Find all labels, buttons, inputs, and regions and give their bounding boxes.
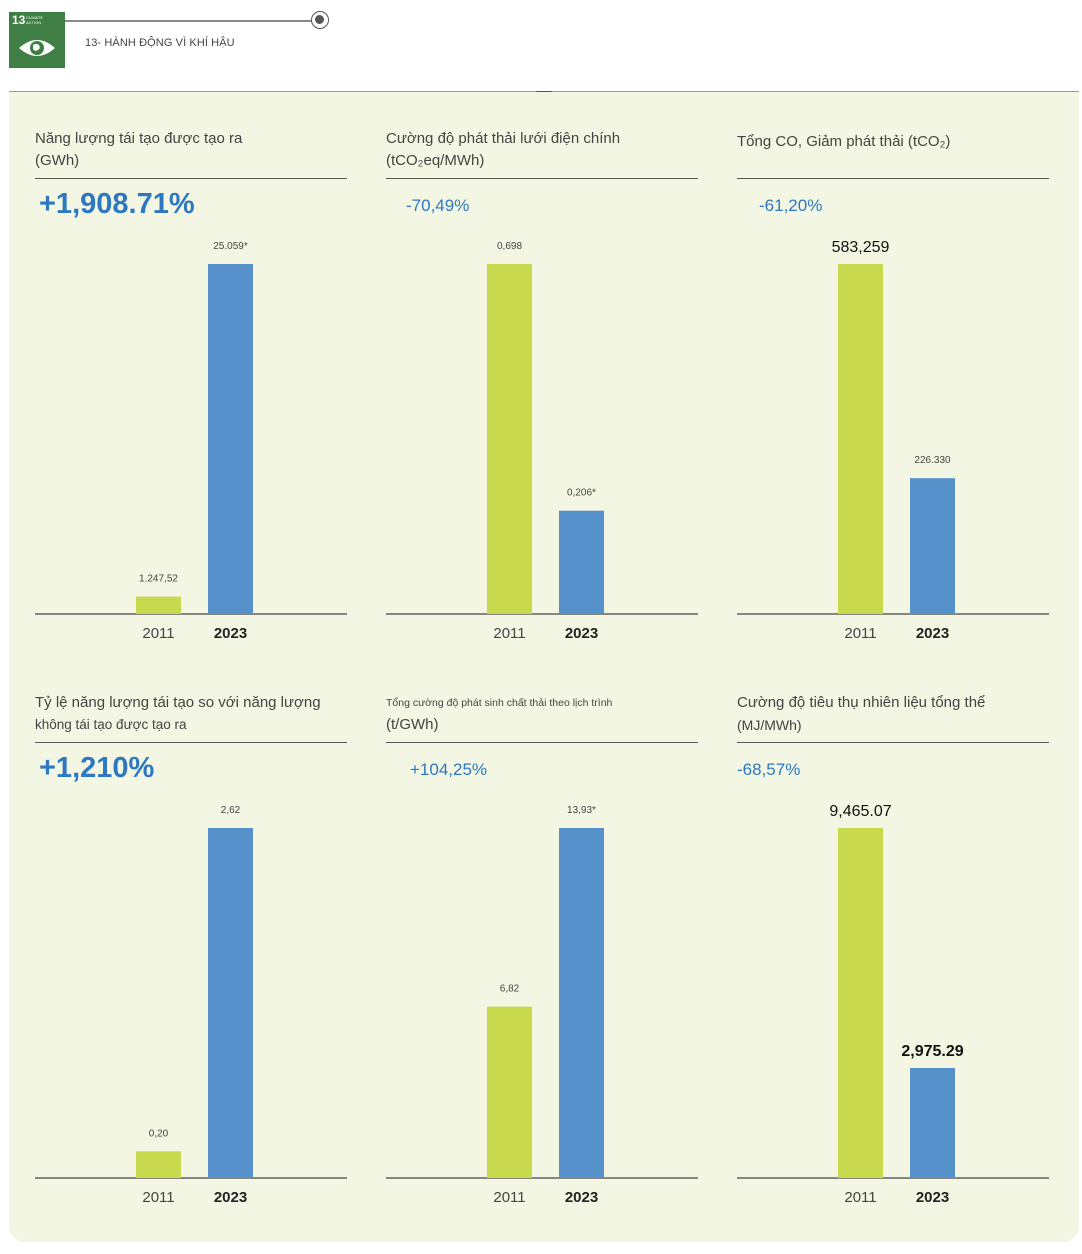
change-percent: -70,49% <box>406 196 470 215</box>
change-percent: -68,57% <box>737 760 801 779</box>
bar-value-label: 2,62 <box>221 805 241 816</box>
x-tick-label: 2023 <box>565 1189 598 1206</box>
title-rule <box>737 178 1049 179</box>
change-percent: +104,25% <box>410 760 488 779</box>
card-title: Tổng cường độ phát sinh chất thải theo l… <box>386 692 700 736</box>
card-total-co: Tổng CO, Giảm phát thải (tCO₂) -61,20% 5… <box>737 128 1051 658</box>
title-rule <box>35 742 347 743</box>
sdg-number: 13 <box>12 13 26 27</box>
bar-value-label: 9,465.07 <box>829 803 891 820</box>
change-percent: +1,908.71% <box>39 188 195 220</box>
card-renewable: Năng lượng tái tạo được tạo ra (GWh) +1,… <box>35 128 349 658</box>
card-title-line1: Tổng cường độ phát sinh chất thải theo l… <box>386 697 613 709</box>
card-title-line1: Tỷ lệ năng lượng tái tạo so với năng lượ… <box>35 694 321 711</box>
bar-value-label: 2,975.29 <box>901 1043 963 1060</box>
change-percent: -61,20% <box>759 196 823 215</box>
bar-value-label: 13,93* <box>567 805 596 816</box>
x-tick-label: 2023 <box>214 625 247 642</box>
header: 13 CLIMATE ACTION 13- HÀNH ĐỘNG VÌ KHÍ H… <box>0 0 1082 92</box>
bar-value-label: 25.059* <box>213 241 248 252</box>
bar-value-label: 1.247,52 <box>139 574 178 585</box>
bar-chart: 0,20 2011 2,62 2023 <box>35 805 347 1206</box>
card-title-line1: Tổng CO, Giảm phát thải (tCO₂) <box>737 133 951 150</box>
bar-value-label: 226.330 <box>914 455 951 466</box>
card-title: Tỷ lệ năng lượng tái tạo so với năng lượ… <box>35 692 349 736</box>
card-title-unit: (GWh) <box>35 152 80 169</box>
title-rule <box>386 742 698 743</box>
x-tick-label: 2011 <box>844 625 876 642</box>
bar-value-label: 6,82 <box>500 984 520 995</box>
bar-chart: 1.247,52 2011 25.059* 2023 <box>35 241 347 642</box>
card-title: Năng lượng tái tạo được tạo ra (GWh) <box>35 128 349 172</box>
bar-value-label: 583,259 <box>832 239 890 256</box>
bar-value-label: 0,698 <box>497 241 522 252</box>
bar-chart: 583,259 2011 226.330 2023 <box>737 239 1049 642</box>
card-grid-intensity: Cường độ phát thải lưới điện chính (tCO₂… <box>386 128 700 658</box>
card-title-line1: Cường độ phát thải lưới điện chính <box>386 130 621 147</box>
header-progress-line <box>65 20 315 22</box>
bar-2023 <box>559 828 604 1178</box>
x-tick-label: 2011 <box>142 1189 174 1206</box>
earth-eye-icon <box>19 40 55 56</box>
card-title: Cường độ phát thải lưới điện chính (tCO₂… <box>386 128 700 172</box>
x-tick-label: 2023 <box>916 625 949 642</box>
x-tick-label: 2011 <box>844 1189 876 1206</box>
x-tick-label: 2023 <box>565 625 598 642</box>
card-title-line2: không tái tạo được tạo ra <box>35 717 187 732</box>
sdg-badge-text: CLIMATE ACTION <box>26 15 44 25</box>
x-tick-label: 2011 <box>493 1189 525 1206</box>
x-tick-label: 2023 <box>214 1189 247 1206</box>
card-ratio: Tỷ lệ năng lượng tái tạo so với năng lượ… <box>35 692 349 1222</box>
page-title: 13- HÀNH ĐỘNG VÌ KHÍ HẬU <box>85 37 235 49</box>
bar-chart: 9,465.07 2011 2,975.29 2023 <box>737 803 1049 1206</box>
bar-value-label: 0,206* <box>567 488 596 499</box>
x-tick-label: 2011 <box>142 625 174 642</box>
bar-2023 <box>208 264 253 614</box>
metrics-panel: Năng lượng tái tạo được tạo ra (GWh) +1,… <box>9 92 1079 1242</box>
bar-2011 <box>838 264 883 614</box>
bar-2011 <box>136 596 181 614</box>
bar-2023 <box>910 478 955 614</box>
bar-2011 <box>487 264 532 614</box>
title-rule <box>35 178 347 179</box>
card-fuel-intensity: Cường độ tiêu thụ nhiên liệu tổng thể (M… <box>737 692 1051 1222</box>
card-title: Tổng CO, Giảm phát thải (tCO₂) <box>737 131 1051 153</box>
card-title-unit: (tCO₂eq/MWh) <box>386 152 485 169</box>
bar-chart: 0,698 2011 0,206* 2023 <box>386 241 698 642</box>
card-title-line1: Năng lượng tái tạo được tạo ra <box>35 130 243 147</box>
bar-2023 <box>208 828 253 1178</box>
progress-marker <box>311 11 329 29</box>
card-waste-intensity: Tổng cường độ phát sinh chất thải theo l… <box>386 692 700 1222</box>
title-rule <box>737 742 1049 743</box>
card-title-line1: Cường độ tiêu thụ nhiên liệu tổng thể <box>737 694 986 711</box>
card-title-unit: (MJ/MWh) <box>737 717 802 733</box>
bar-value-label: 0,20 <box>149 1128 169 1139</box>
bar-2023 <box>910 1067 955 1178</box>
bar-2011 <box>136 1151 181 1178</box>
sdg-13-badge: 13 CLIMATE ACTION <box>9 12 65 68</box>
bar-2011 <box>487 1006 532 1178</box>
card-title: Cường độ tiêu thụ nhiên liệu tổng thể (M… <box>737 692 1051 736</box>
bar-2023 <box>559 510 604 614</box>
change-percent: +1,210% <box>39 752 155 784</box>
bar-2011 <box>838 828 883 1178</box>
card-title-unit: (t/GWh) <box>386 716 439 733</box>
x-tick-label: 2011 <box>493 625 525 642</box>
title-rule <box>386 178 698 179</box>
x-tick-label: 2023 <box>916 1189 949 1206</box>
bar-chart: 6,82 2011 13,93* 2023 <box>386 805 698 1206</box>
